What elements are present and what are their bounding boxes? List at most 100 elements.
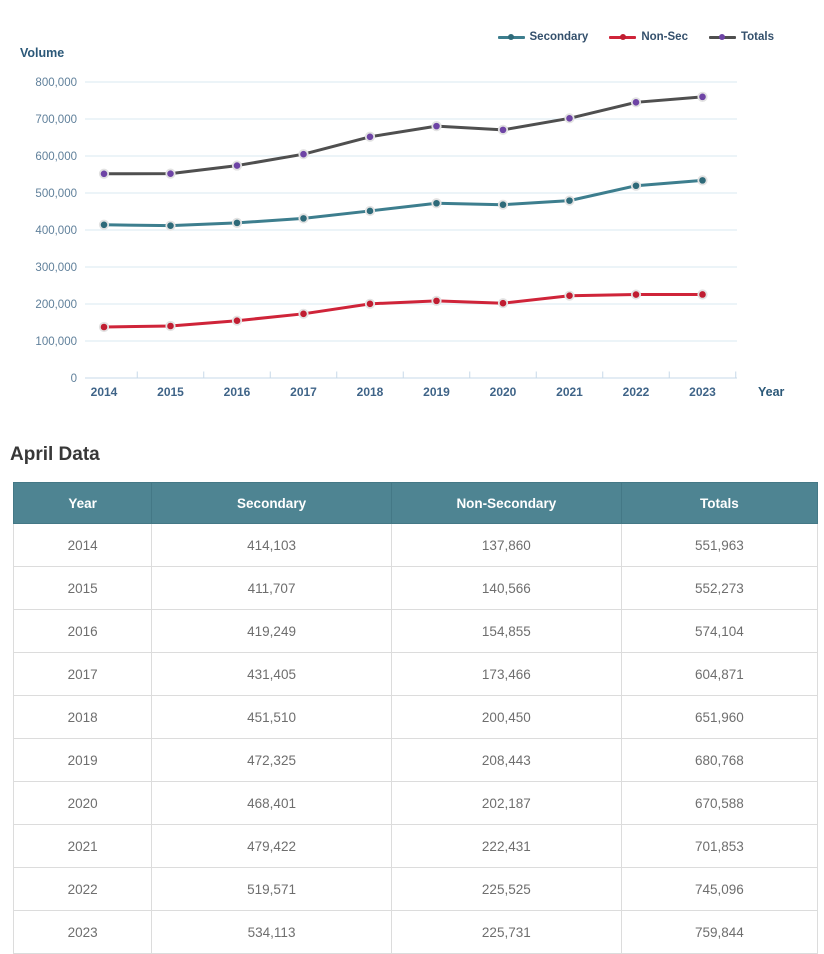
cell-year: 2016 — [12, 609, 153, 653]
data-point-totals — [98, 168, 110, 179]
table-row: 2014 414,103 137,860 551,963 — [12, 523, 819, 567]
data-point-non-sec — [364, 298, 376, 309]
data-point-non-sec — [98, 321, 110, 333]
data-point-totals — [165, 168, 176, 179]
table-header-row: Year Secondary Non-Secondary Totals — [12, 482, 819, 524]
cell-non-secondary: 140,566 — [390, 566, 622, 610]
cell-non-secondary: 137,860 — [390, 523, 622, 567]
table-row: 2015 411,707 140,566 552,273 — [12, 566, 819, 610]
chart-grid: 0 100,000 200,000 300,000 400,000 500,000 600,… — [35, 77, 737, 399]
cell-year: 2014 — [12, 523, 153, 567]
x-tick-label: 2023 — [689, 385, 716, 399]
cell-secondary: 519,571 — [151, 867, 392, 911]
table-title: April Data — [10, 444, 100, 465]
data-point-secondary — [165, 220, 176, 231]
data-point-secondary — [564, 195, 575, 206]
legend-marker-secondary-icon — [497, 34, 525, 40]
y-tick-label: 100,000 — [35, 336, 77, 348]
legend-dot-secondary-icon — [508, 34, 515, 40]
table-row: 2017 431,405 173,466 604,871 — [12, 652, 819, 696]
cell-year: 2020 — [12, 781, 153, 825]
data-point-non-sec — [431, 295, 442, 306]
cell-secondary: 411,707 — [151, 566, 392, 610]
x-axis-title: Year — [758, 385, 785, 399]
data-point-totals — [431, 121, 442, 132]
cell-year: 2017 — [12, 652, 153, 696]
volume-chart-section: 0 100,000 200,000 300,000 400,000 500,000 600,… — [0, 0, 824, 430]
cell-year: 2015 — [12, 566, 153, 610]
table-row: 2020 468,401 202,187 670,588 — [12, 781, 819, 825]
x-tick-label: 2014 — [91, 385, 118, 399]
column-header-totals: Totals — [620, 482, 819, 524]
series-line-secondary — [102, 178, 704, 228]
cell-totals: 551,963 — [620, 523, 819, 567]
column-header-year: Year — [12, 482, 153, 524]
cell-secondary: 414,103 — [151, 523, 392, 567]
cell-totals: 701,853 — [620, 824, 819, 868]
data-point-non-sec — [564, 290, 575, 301]
data-point-secondary — [364, 205, 376, 217]
series-line-non-sec — [102, 292, 704, 329]
y-tick-label: 500,000 — [35, 188, 77, 200]
legend-dot-totals-icon — [719, 34, 726, 40]
data-point-secondary — [231, 217, 243, 228]
y-tick-label: 300,000 — [35, 262, 77, 274]
x-tick-label: 2018 — [357, 385, 384, 399]
data-point-totals — [364, 131, 376, 142]
data-point-totals — [697, 91, 708, 102]
table-row: 2018 451,510 200,450 651,960 — [12, 695, 819, 739]
legend-item-non-sec: Non-Sec — [609, 31, 688, 43]
data-point-totals — [630, 97, 642, 108]
cell-non-secondary: 202,187 — [390, 781, 622, 825]
x-tick-label: 2021 — [556, 385, 583, 399]
table-row: 2016 419,249 154,855 574,104 — [12, 609, 819, 653]
cell-non-secondary: 208,443 — [390, 738, 622, 782]
cell-secondary: 451,510 — [151, 695, 392, 739]
y-tick-label: 800,000 — [35, 77, 77, 89]
table-row: 2019 472,325 208,443 680,768 — [12, 738, 819, 782]
cell-secondary: 468,401 — [151, 781, 392, 825]
data-point-secondary — [697, 175, 708, 186]
data-point-totals — [564, 113, 575, 124]
x-tick-label: 2022 — [623, 385, 650, 399]
chart-series — [98, 91, 708, 333]
data-point-secondary — [630, 180, 642, 191]
cell-secondary: 419,249 — [151, 609, 392, 653]
legend-label-secondary: Secondary — [529, 31, 589, 43]
data-point-secondary — [98, 219, 110, 230]
cell-year: 2018 — [12, 695, 153, 739]
cell-year: 2023 — [12, 910, 153, 954]
cell-totals: 670,588 — [620, 781, 819, 825]
data-point-non-sec — [231, 315, 243, 326]
data-point-non-sec — [497, 298, 509, 309]
data-point-secondary — [497, 199, 509, 210]
y-tick-label: 600,000 — [35, 151, 77, 163]
cell-non-secondary: 173,466 — [390, 652, 622, 696]
y-tick-label: 0 — [71, 373, 77, 385]
data-point-non-sec — [298, 308, 309, 319]
april-data-table: Year Secondary Non-Secondary Totals 2014 414… — [12, 482, 819, 954]
data-point-non-sec — [630, 289, 642, 300]
data-point-non-sec — [165, 320, 176, 332]
cell-secondary: 472,325 — [151, 738, 392, 782]
x-tick-label: 2015 — [157, 385, 184, 399]
cell-year: 2022 — [12, 867, 153, 911]
cell-secondary: 534,113 — [151, 910, 392, 954]
data-point-totals — [298, 149, 309, 160]
legend-item-totals: Totals — [708, 31, 774, 43]
legend-dot-non-sec-icon — [619, 34, 626, 40]
cell-totals: 574,104 — [620, 609, 819, 653]
column-header-non-secondary: Non-Secondary — [390, 482, 622, 524]
x-tick-label: 2019 — [423, 385, 450, 399]
data-point-totals — [231, 160, 243, 171]
legend-label-totals: Totals — [740, 31, 774, 43]
legend-label-non-sec: Non-Sec — [641, 31, 688, 43]
cell-year: 2019 — [12, 738, 153, 782]
cell-totals: 680,768 — [620, 738, 819, 782]
y-axis-title: Volume — [20, 46, 64, 60]
cell-non-secondary: 225,731 — [390, 910, 622, 954]
cell-non-secondary: 222,431 — [390, 824, 622, 868]
cell-non-secondary: 200,450 — [390, 695, 622, 739]
table-row: 2021 479,422 222,431 701,853 — [12, 824, 819, 868]
